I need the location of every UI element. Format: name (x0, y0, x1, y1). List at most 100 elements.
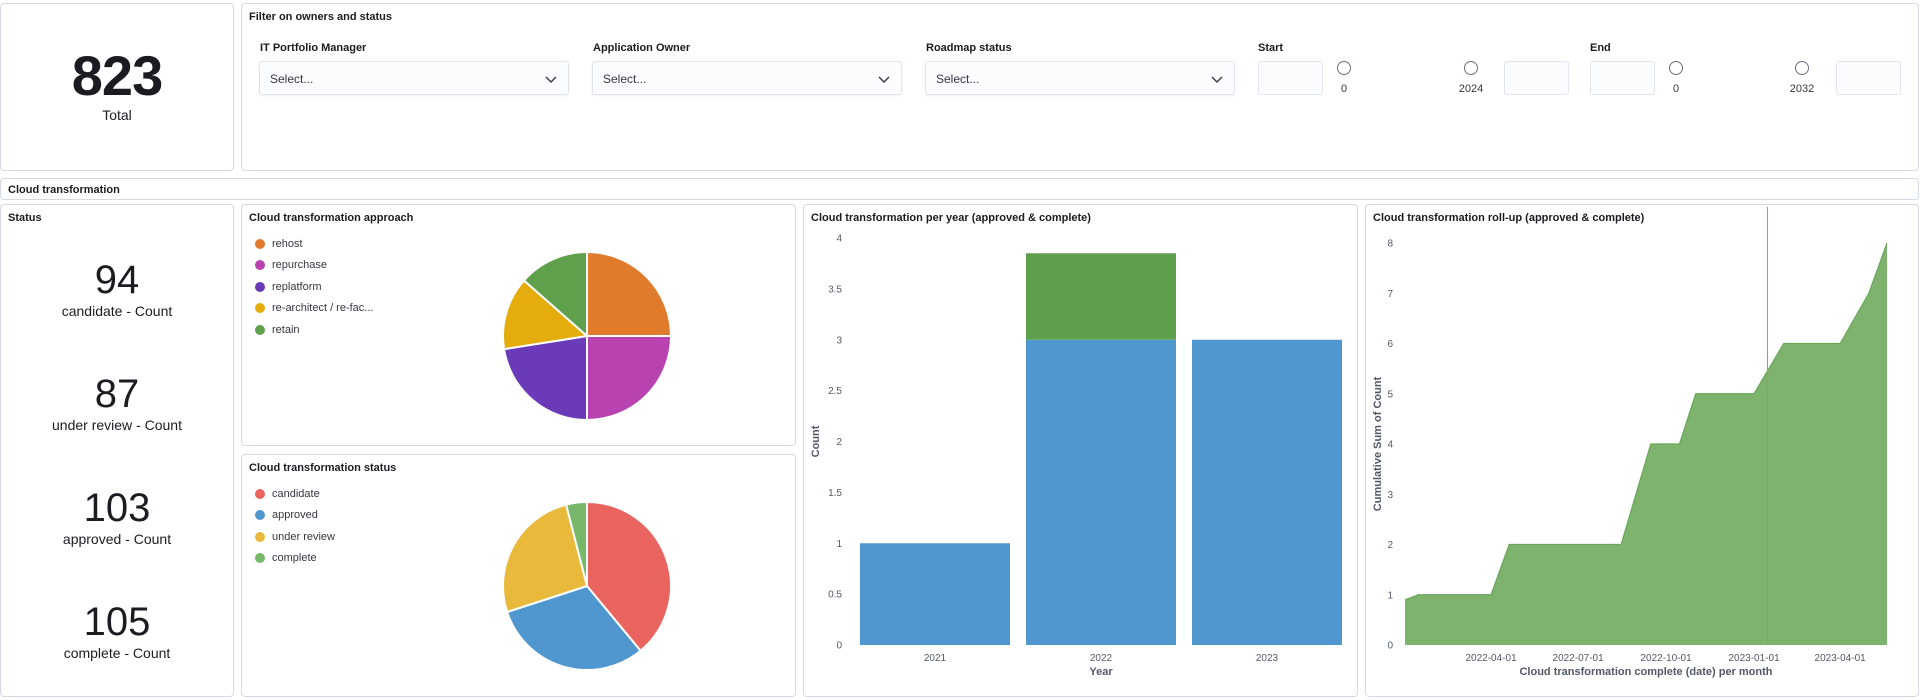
total-label: Total (102, 107, 132, 123)
start-max-input[interactable] (1504, 61, 1569, 95)
total-value: 823 (71, 44, 163, 107)
bar-2023-series-0[interactable] (1192, 339, 1342, 645)
approach-panel: Cloud transformation approach rehost rep… (241, 204, 796, 446)
roadmap-select[interactable]: Select... (925, 61, 1235, 95)
y-tick-label: 3.5 (828, 284, 842, 295)
y-tick-label: 2 (1387, 540, 1393, 551)
end-range-max-handle[interactable] (1795, 61, 1809, 75)
x-tick-label: 2023-04-01 (1815, 653, 1867, 664)
legend-item-approved[interactable]: approved (255, 505, 335, 527)
y-tick-label: 8 (1387, 239, 1393, 250)
complete-value: 105 (83, 600, 151, 644)
pie-slice-retain[interactable] (522, 250, 588, 339)
app-owner-select[interactable]: Select... (592, 61, 902, 95)
end-range-min-handle[interactable] (1669, 61, 1683, 75)
legend-item-under-review[interactable]: under review (255, 526, 335, 548)
legend-dot (255, 324, 265, 335)
approved-metric: 103 approved - Count (1, 488, 233, 547)
total-metric: 823 Total (1, 44, 233, 124)
approach-pie-chart (502, 250, 673, 422)
x-tick-label: 2022-10-01 (1641, 653, 1693, 664)
roadmap-value: Select... (936, 72, 980, 86)
status-pie-legend: candidate approved under review complete (255, 483, 335, 569)
legend-dot (255, 281, 265, 292)
end-min-input[interactable] (1590, 61, 1655, 95)
pie-slice-complete[interactable] (564, 500, 588, 587)
section-title: Cloud transformation (8, 184, 120, 196)
x-tick-label: 2021 (924, 653, 947, 664)
legend-item-replatform[interactable]: replatform (255, 276, 373, 298)
start-min-input[interactable] (1258, 61, 1323, 95)
bar-2022-series-1[interactable] (1026, 253, 1176, 340)
start-label: Start (1258, 42, 1284, 54)
legend-dot (255, 531, 265, 542)
legend-item-retain[interactable]: retain (255, 319, 373, 341)
rollup-area-chart: 0 1 2 3 4 5 6 7 8 2022-04-01 2022-07-01 2022-10-01 2… (1372, 207, 1888, 678)
legend-label: replatform (272, 280, 322, 293)
x-tick-label: 2023-01-01 (1728, 653, 1780, 664)
start-range-min-label: 0 (1340, 83, 1348, 95)
y-tick-label: 2.5 (828, 386, 842, 397)
y-tick-label: 5 (1387, 389, 1393, 400)
legend-dot (255, 510, 265, 521)
pie-slice-candidate[interactable] (586, 500, 672, 653)
legend-dot (255, 553, 265, 564)
x-tick-label: 2022 (1090, 653, 1113, 664)
legend-label: rehost (272, 237, 303, 250)
end-max-input[interactable] (1836, 61, 1901, 95)
section-header: Cloud transformation (0, 178, 1919, 200)
per-year-panel: Cloud transformation per year (approved … (803, 204, 1358, 697)
it-manager-value: Select... (270, 72, 314, 86)
pie-slice-repurchase[interactable] (586, 335, 673, 422)
filter-panel: Filter on owners and status IT Portfolio… (241, 3, 1919, 171)
legend-item-repurchase[interactable]: repurchase (255, 255, 373, 277)
under-review-metric: 87 under review - Count (1, 374, 233, 433)
x-tick-label: 2022-04-01 (1465, 653, 1517, 664)
y-tick-label: 1.5 (828, 488, 842, 499)
chevron-down-icon (1211, 76, 1223, 83)
y-tick-label: 0.5 (828, 590, 842, 601)
under-review-label: under review - Count (52, 417, 182, 433)
per-year-bar-chart: 0 0.5 1 1.5 2 2.5 3 3.5 4 2021 2022 2023 Year Count (810, 234, 1342, 678)
legend-dot (255, 260, 265, 271)
legend-label: re-architect / re-fac... (272, 302, 374, 315)
app-owner-value: Select... (603, 72, 647, 86)
legend-label: repurchase (272, 259, 328, 272)
end-range-min-label: 0 (1672, 83, 1680, 95)
y-tick-label: 4 (836, 234, 842, 245)
pie-slice-under-review[interactable] (502, 503, 589, 614)
bar-2021-series-0[interactable] (860, 543, 1010, 645)
bar-2022-series-0[interactable] (1026, 339, 1176, 645)
pie-slice-re-architect-re-fac-[interactable] (502, 279, 590, 351)
status-title: Status (8, 212, 42, 224)
per-year-title: Cloud transformation per year (approved … (811, 212, 1091, 224)
legend-label: candidate (272, 487, 320, 500)
status-pie-panel: Cloud transformation status candidate ap… (241, 454, 796, 697)
y-tick-label: 0 (836, 641, 842, 652)
y-tick-label: 3 (1387, 490, 1393, 501)
end-range-max-label: 2032 (1789, 83, 1815, 95)
pie-slice-approved[interactable] (505, 584, 642, 671)
legend-label: under review (272, 530, 335, 543)
start-range-min-handle[interactable] (1337, 61, 1351, 75)
x-tick-label: 2023 (1256, 653, 1279, 664)
complete-metric: 105 complete - Count (1, 602, 233, 661)
legend-item-candidate[interactable]: candidate (255, 483, 335, 505)
x-axis-label: Cloud transformation complete (date) per… (1519, 666, 1772, 678)
start-range-max-handle[interactable] (1464, 61, 1478, 75)
under-review-value: 87 (94, 372, 140, 416)
legend-item-complete[interactable]: complete (255, 548, 335, 570)
legend-item-rehost[interactable]: rehost (255, 233, 373, 255)
it-manager-label: IT Portfolio Manager (260, 42, 367, 54)
filter-title: Filter on owners and status (249, 11, 393, 23)
approved-label: approved - Count (62, 531, 172, 547)
total-panel: 823 Total (0, 3, 234, 171)
pie-slice-replatform[interactable] (502, 334, 588, 422)
it-manager-select[interactable]: Select... (259, 61, 569, 95)
pie-slice-rehost[interactable] (586, 250, 673, 337)
legend-item-rearchitect[interactable]: re-architect / re-fac... (255, 298, 373, 320)
chevron-down-icon (878, 76, 890, 83)
y-axis-label: Count (810, 425, 822, 457)
cumulative-area[interactable] (1405, 243, 1887, 645)
status-pie-chart (502, 500, 672, 671)
